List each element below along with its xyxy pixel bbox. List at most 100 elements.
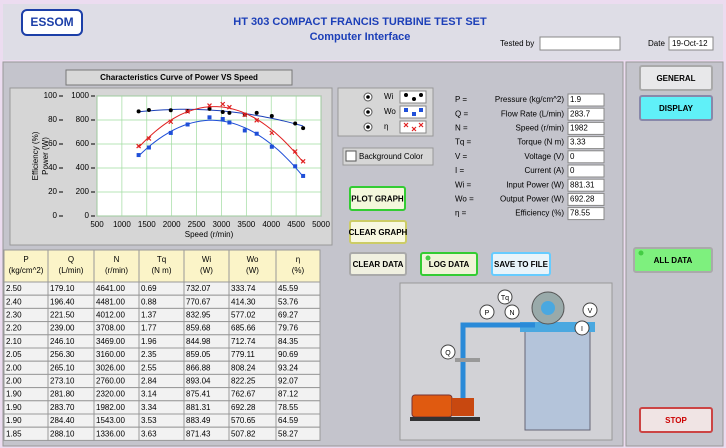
legend-icon [399, 90, 427, 104]
tested-by-label: Tested by [500, 39, 534, 48]
point [292, 149, 298, 154]
cell-text: 3469.00 [96, 337, 125, 346]
header-bg [3, 4, 723, 60]
date-input[interactable] [668, 36, 714, 51]
cell-text: 732.07 [186, 284, 211, 293]
led [425, 255, 431, 261]
cell-text: 93.24 [278, 363, 299, 372]
y-tick-label: 800 [76, 115, 90, 124]
stop-button-label: STOP [665, 416, 687, 425]
cell-text: 78.55 [278, 403, 299, 412]
readout-label: Voltage (V) [524, 152, 564, 161]
cell-text: 2.05 [6, 350, 22, 359]
header-cell [47, 249, 95, 283]
point [227, 120, 232, 125]
general-button[interactable] [639, 65, 713, 91]
cell-text: 2.10 [6, 337, 22, 346]
legend-label: Wi [384, 92, 394, 101]
legend-marker [412, 97, 416, 101]
x-tick-label: 2500 [188, 220, 206, 229]
cell-text: 2.50 [6, 284, 22, 293]
point [301, 126, 306, 131]
cell-text: 265.10 [50, 363, 75, 372]
trend-curve [138, 108, 304, 127]
radio-dot [366, 125, 370, 129]
header-unit: (L/min) [59, 266, 84, 275]
point [254, 131, 259, 136]
motor [411, 394, 453, 418]
x-tick-label: 3500 [237, 220, 255, 229]
cell-text: 69.27 [278, 311, 299, 320]
cell-text: 239.00 [50, 324, 75, 333]
header-name: P [23, 255, 28, 264]
point [146, 145, 151, 150]
cell-text: 273.10 [50, 377, 75, 386]
log-button[interactable] [420, 252, 478, 276]
radio-dot [366, 110, 370, 114]
cell-text: 84.35 [278, 337, 299, 346]
readout-box [567, 207, 605, 221]
tested-by-input[interactable] [539, 36, 621, 51]
turbine-hub [541, 301, 555, 315]
readout-label: Input Power (W) [506, 180, 564, 189]
legend-icon [399, 120, 427, 134]
point [168, 119, 174, 125]
y-tick-label: 1000 [71, 91, 89, 100]
gauge-label: Q [445, 350, 451, 357]
point [168, 108, 173, 113]
cell-text: 712.74 [231, 337, 256, 346]
gauge [582, 302, 598, 318]
point [136, 143, 142, 149]
cell-text: 45.59 [278, 284, 299, 293]
legend-marker [404, 108, 408, 112]
header-cell [3, 249, 49, 283]
readout-symbol: Wo = [455, 195, 474, 204]
display-button[interactable] [639, 95, 713, 121]
cell-text: 87.12 [278, 390, 299, 399]
point [220, 117, 225, 122]
checkbox[interactable] [345, 150, 357, 162]
readout-symbol: P = [455, 95, 467, 104]
header-unit: (kg/cm^2) [9, 266, 44, 275]
point [293, 121, 298, 126]
y2-axis-label: Efficiency (%) [31, 131, 40, 180]
save-button[interactable] [491, 252, 551, 276]
gauge [574, 320, 590, 336]
gauge-label: P [485, 310, 490, 317]
y2-tick-label: 80 [48, 115, 57, 124]
x-axis-label: Speed (r/min) [185, 230, 234, 239]
readout-box [567, 192, 605, 206]
point [207, 103, 212, 108]
cell-text: 4481.00 [96, 297, 125, 306]
log-button-label: LOG DATA [429, 260, 470, 269]
cell-text: 1.90 [6, 403, 22, 412]
y-tick-label: 600 [76, 139, 90, 148]
readout-label: Flow Rate (L/min) [501, 109, 564, 118]
clear-graph-button[interactable] [349, 220, 407, 244]
point [146, 107, 151, 112]
cell-text: 779.11 [231, 350, 255, 359]
readout-box [567, 121, 605, 135]
plot-button[interactable] [349, 186, 406, 211]
readout-symbol: Q = [455, 109, 468, 118]
cell-text: 2.20 [6, 324, 22, 333]
cell-text: 762.67 [231, 390, 256, 399]
cell-text: 246.10 [50, 337, 75, 346]
cell-text: 770.67 [186, 297, 211, 306]
header-unit: (W) [246, 266, 259, 275]
y2-tick-label: 40 [48, 163, 57, 172]
cell-text: 3.53 [141, 416, 157, 425]
cell-text: 893.04 [186, 377, 211, 386]
readout-box [567, 93, 605, 107]
cell-text: 0.69 [141, 284, 157, 293]
cell-text: 2760.00 [96, 377, 125, 386]
readout-label: Torque (N m) [517, 138, 564, 147]
cell-text: 1.96 [141, 337, 157, 346]
cell-text: 281.80 [50, 390, 75, 399]
x-tick-label: 3000 [213, 220, 231, 229]
readout-symbol: η = [455, 209, 467, 218]
all-data-button[interactable] [633, 247, 713, 273]
stop-button[interactable] [639, 407, 713, 433]
header-name: Q [68, 255, 74, 264]
clear-data-button[interactable] [349, 252, 407, 276]
